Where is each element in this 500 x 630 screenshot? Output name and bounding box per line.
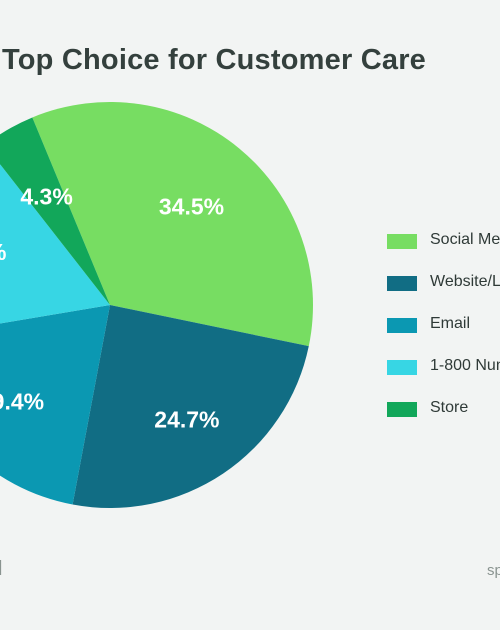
legend-label: Social Media (430, 231, 500, 248)
legend-label: Store (430, 399, 469, 416)
legend-swatch (387, 318, 417, 333)
legend-swatch (387, 360, 417, 375)
chart-title: Top Choice for Customer Care (2, 44, 427, 76)
legend-swatch (387, 276, 417, 291)
slice-data-label: 24.7% (154, 407, 219, 433)
legend-label: 1-800 Number (430, 357, 500, 374)
pie-slice-website-live-chat (72, 305, 309, 508)
slice-data-label: 4.3% (20, 183, 72, 209)
slice-data-label: 19.4% (0, 389, 44, 415)
legend-swatch (387, 234, 417, 249)
pie-slice-email (0, 305, 110, 505)
footer-source-fragment: sp (487, 562, 500, 579)
pie-slice-store (0, 117, 110, 305)
slice-data-label: 17.1% (0, 239, 6, 265)
pie-slice-1-800-number (0, 164, 110, 324)
pie-slice-social-media (32, 102, 313, 347)
footer-logo-fragment: l (0, 558, 3, 580)
slice-data-label: 34.5% (159, 194, 224, 220)
legend-label: Email (430, 315, 471, 332)
legend-label: Website/Live Chat (430, 273, 500, 290)
legend-swatch (387, 402, 417, 417)
